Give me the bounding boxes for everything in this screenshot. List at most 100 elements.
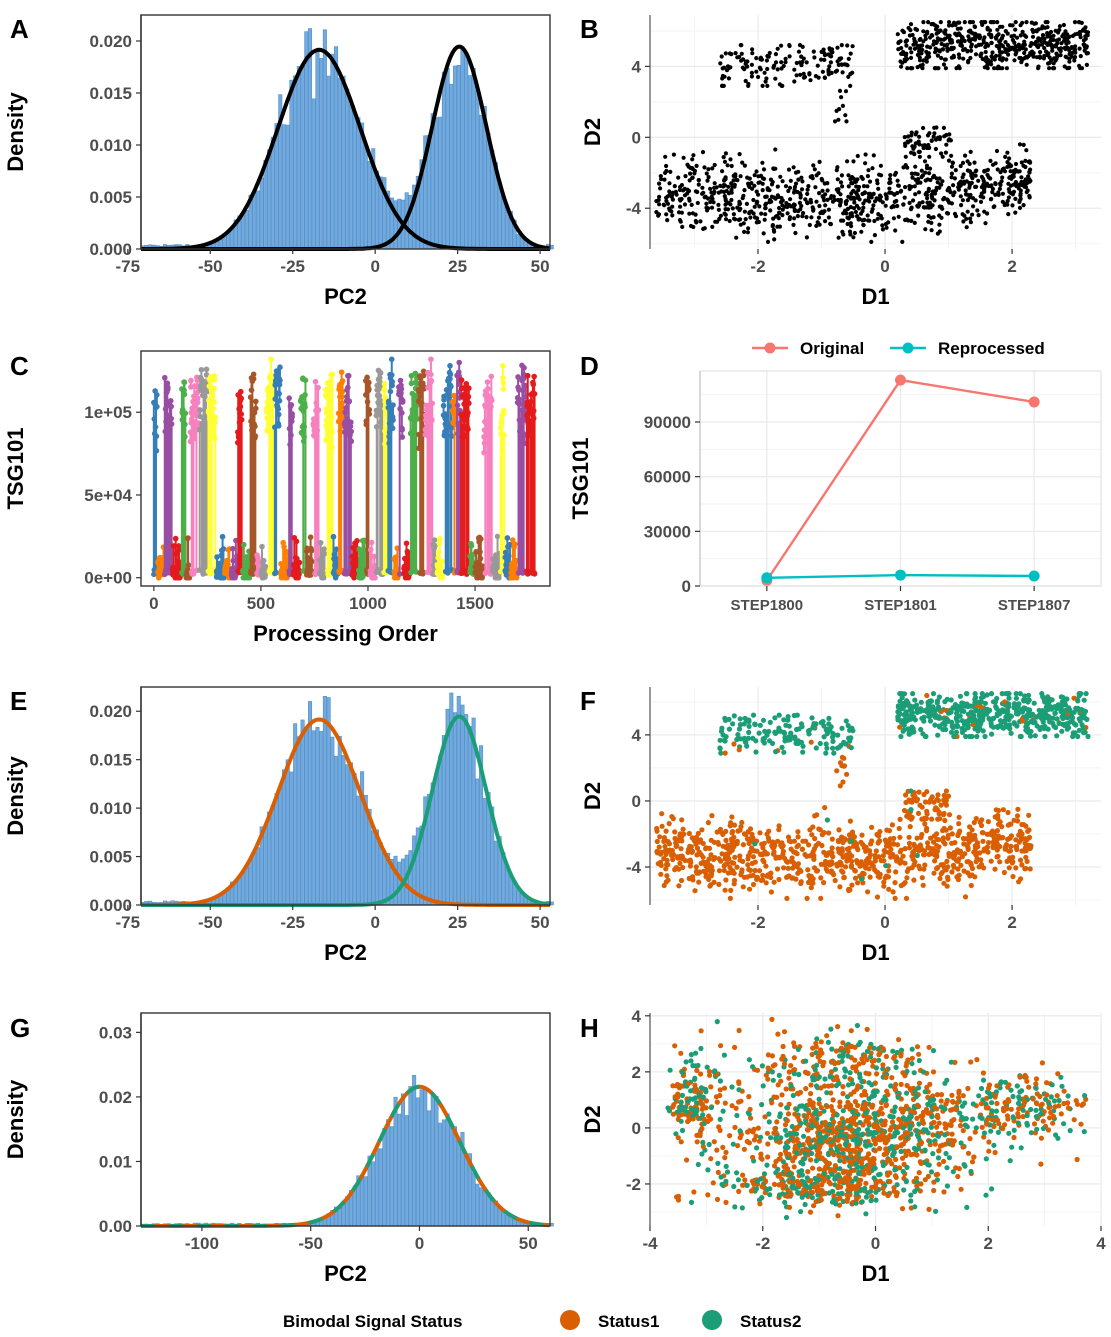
data-point [447,362,453,369]
scatter-point [680,224,685,229]
scatter-point [828,60,834,65]
scatter-point [1012,58,1017,63]
scatter-point [949,38,954,43]
scatter-point [997,186,1003,191]
scatter-point [787,185,793,190]
scatter-point [723,198,728,203]
scatter-point [737,716,743,722]
scatter-point [917,134,922,139]
scatter-point [869,239,874,244]
scatter-point [711,200,716,205]
data-point [1028,570,1040,582]
scatter-point [800,179,805,184]
scatter-point [921,39,926,44]
scatter-point [926,186,932,191]
scatter-point [851,188,856,193]
scatter-point [1006,195,1012,200]
histogram-bar [267,811,272,906]
scatter-point [887,177,893,182]
scatter-point [943,66,949,71]
scatter-point [1012,33,1017,38]
scatter-point [665,218,670,223]
scatter-point [870,166,875,171]
scatter-point [1085,733,1091,740]
scatter-point [904,51,909,56]
scatter-point [863,161,868,166]
scatter-point [918,43,923,48]
scatter-point [1030,719,1036,726]
scatter-point [949,171,955,176]
scatter-point [1073,722,1079,728]
scatter-point [760,160,765,165]
scatter-point [1013,196,1018,201]
data-point [293,538,300,545]
scatter-point [956,187,962,192]
scatter-point [951,733,957,740]
scatter-point [681,155,686,160]
scatter-point [1022,50,1027,56]
scatter-point [1085,33,1090,38]
scatter-point [710,224,715,229]
y-tick-label: 1e+05 [84,403,132,422]
scatter-point [1008,183,1014,188]
scatter-point [1067,59,1072,64]
scatter-point [709,205,715,210]
scatter-point [761,231,766,236]
scatter-point [723,51,728,56]
scatter-point [935,48,940,53]
scatter-point [937,176,942,181]
scatter-point [961,172,966,177]
histogram-bar [445,67,450,250]
scatter-point [959,729,966,736]
histogram-bar [348,104,353,250]
scatter-point [976,178,981,183]
scatter-point [758,173,764,178]
scatter-point [930,691,937,697]
data-point [168,403,174,410]
scatter-point [1005,31,1010,36]
scatter-point [1045,694,1051,700]
data-point [312,378,319,385]
data-point [321,550,328,557]
data-point [164,384,171,391]
histogram-bar [397,861,402,906]
scatter-point [700,150,706,155]
scatter-point [779,195,784,201]
scatter-point [659,177,664,182]
histogram-bar [281,124,287,250]
scatter-point [1015,169,1020,174]
scatter-point [1077,63,1082,68]
scatter-point [783,184,789,189]
scatter-point [997,53,1002,58]
scatter-point [1069,54,1074,59]
scatter-point [960,160,966,165]
scatter-point [689,202,694,207]
x-tick-label: 1000 [349,594,387,613]
scatter-point [902,135,907,140]
scatter-point [786,188,791,194]
panel-B: -2 0 2 -4 0 4 D1 D2 [580,15,1101,309]
scatter-point [972,24,978,30]
scatter-point [729,197,734,203]
scatter-point [1023,724,1029,730]
scatter-point [973,173,978,178]
scatter-point [969,48,974,53]
scatter-point [1017,199,1022,205]
scatter-point [1045,726,1051,732]
histogram-bar [493,840,498,906]
data-point [531,571,538,577]
scatter-point [1024,20,1029,25]
scatter-point [1068,719,1074,725]
scatter-point [981,20,986,25]
histogram-bar [434,117,439,250]
scatter-point [797,200,803,205]
scatter-point [961,56,966,61]
scatter-point [840,184,845,189]
data-point [389,382,395,389]
scatter-point [808,78,813,83]
scatter-point [974,733,980,740]
scatter-point [1054,733,1060,739]
data-point [188,377,194,384]
scatter-point [773,147,778,152]
scatter-point [975,728,981,734]
